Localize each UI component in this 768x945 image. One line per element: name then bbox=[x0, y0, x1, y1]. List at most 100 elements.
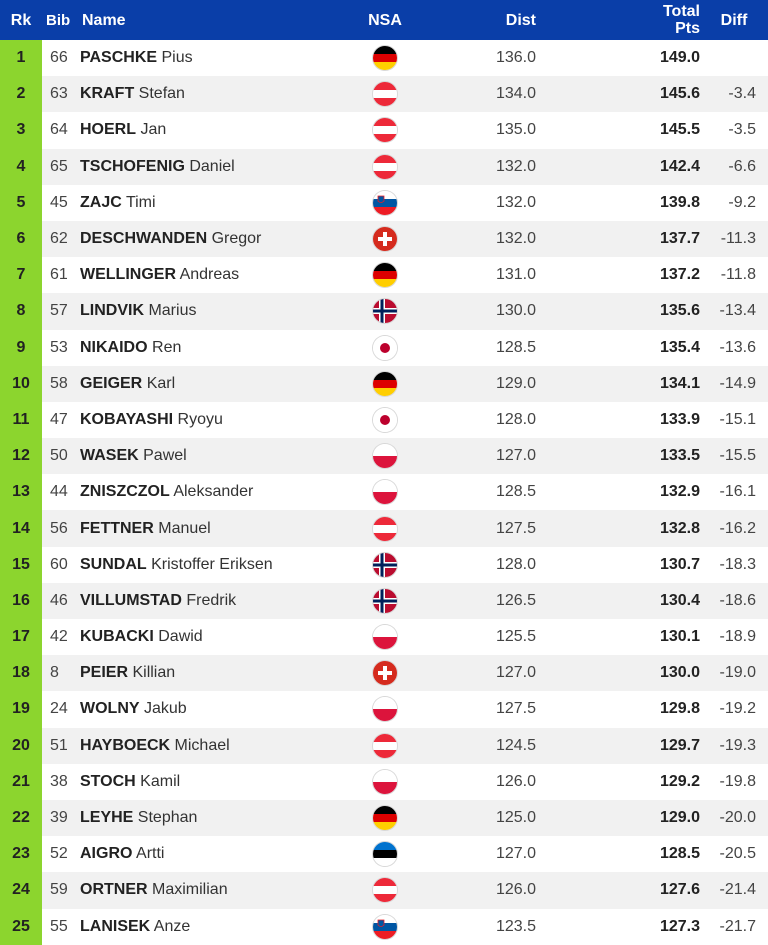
athlete-name-cell[interactable]: WOLNY Jakub bbox=[80, 691, 346, 728]
nsa-cell bbox=[346, 836, 424, 873]
rank-cell: 11 bbox=[0, 401, 42, 439]
athlete-name-cell[interactable]: PASCHKE Pius bbox=[80, 40, 346, 77]
athlete-name-cell[interactable]: FETTNER Manuel bbox=[80, 510, 346, 547]
athlete-name-cell[interactable]: TSCHOFENIG Daniel bbox=[80, 148, 346, 185]
athlete-name-cell[interactable]: STOCH Kamil bbox=[80, 763, 346, 800]
austria-flag-icon bbox=[373, 733, 397, 758]
athlete-name-cell[interactable]: LANISEK Anze bbox=[80, 908, 346, 945]
table-row[interactable]: 24 59 ORTNER Maximilian 126.0 127.6 -21.4 bbox=[0, 872, 768, 909]
athlete-first-name: Pawel bbox=[143, 447, 187, 465]
germany-flag-icon bbox=[373, 806, 397, 831]
athlete-last-name: HAYBOECK bbox=[80, 736, 171, 754]
table-row[interactable]: 10 58 GEIGER Karl 129.0 134.1 -14.9 bbox=[0, 365, 768, 402]
athlete-name-cell[interactable]: LINDVIK Marius bbox=[80, 293, 346, 330]
athlete-name-cell[interactable]: ZAJC Timi bbox=[80, 184, 346, 221]
athlete-name-cell[interactable]: WASEK Pawel bbox=[80, 438, 346, 475]
table-row[interactable]: 18 8 PEIER Killian 127.0 130.0 -19.0 bbox=[0, 655, 768, 692]
distance-cell: 127.0 bbox=[424, 655, 536, 692]
table-row[interactable]: 4 65 TSCHOFENIG Daniel 132.0 142.4 -6.6 bbox=[0, 148, 768, 185]
header-distance[interactable]: Dist bbox=[505, 11, 536, 29]
athlete-name-cell[interactable]: AIGRO Artti bbox=[80, 836, 346, 873]
athlete-first-name: Anze bbox=[153, 917, 191, 935]
athlete-name-cell[interactable]: VILLUMSTAD Fredrik bbox=[80, 582, 346, 619]
table-row[interactable]: 22 39 LEYHE Stephan 125.0 129.0 -20.0 bbox=[0, 799, 768, 837]
table-row[interactable]: 20 51 HAYBOECK Michael 124.5 129.7 -19.3 bbox=[0, 727, 768, 764]
athlete-first-name: Kristoffer Eriksen bbox=[151, 555, 273, 573]
athlete-first-name: Killian bbox=[132, 664, 176, 682]
total-points-cell: 135.6 bbox=[536, 293, 700, 330]
header-total-line2: Pts bbox=[675, 20, 700, 37]
table-row[interactable]: 14 56 FETTNER Manuel 127.5 132.8 -16.2 bbox=[0, 510, 768, 547]
table-row[interactable]: 1 66 PASCHKE Pius 136.0 149.0 bbox=[0, 40, 768, 77]
table-row[interactable]: 15 60 SUNDAL Kristoffer Eriksen 128.0 130.7-… bbox=[0, 546, 768, 583]
athlete-name-cell[interactable]: ORTNER Maximilian bbox=[80, 872, 346, 909]
athlete-name-cell[interactable]: PEIER Killian bbox=[80, 655, 346, 692]
rank-cell: 9 bbox=[0, 329, 42, 366]
distance-cell: 131.0 bbox=[424, 257, 536, 294]
table-row[interactable]: 9 53 NIKAIDO Ren 128.5 135.4 -13.6 bbox=[0, 329, 768, 366]
table-row[interactable]: 13 44 ZNISZCZOL Aleksander 128.5 132.9 -16.1 bbox=[0, 474, 768, 511]
athlete-name-cell[interactable]: HAYBOECK Michael bbox=[80, 727, 346, 764]
nsa-cell bbox=[346, 293, 424, 330]
header-rank[interactable]: Rk bbox=[10, 11, 32, 29]
table-row[interactable]: 3 64 HOERL Jan 135.0 145.5 -3.5 bbox=[0, 112, 768, 149]
table-row[interactable]: 12 50 WASEK Pawel 127.0 133.5 -15.5 bbox=[0, 438, 768, 475]
table-row[interactable]: 7 61 WELLINGER Andreas 131.0 137.2 -11.8 bbox=[0, 257, 768, 294]
rank-cell: 20 bbox=[0, 727, 42, 764]
athlete-name-cell[interactable]: KUBACKI Dawid bbox=[80, 619, 346, 656]
nsa-cell bbox=[346, 546, 424, 583]
bib-cell: 62 bbox=[42, 220, 80, 258]
total-points-cell: 129.7 bbox=[536, 727, 700, 764]
header-diff[interactable]: Diff bbox=[720, 11, 748, 29]
table-row[interactable]: 2 63 KRAFT Stefan 134.0 145.6 -3.4 bbox=[0, 76, 768, 113]
table-row[interactable]: 17 42 KUBACKI Dawid 125.5 130.1 -18.9 bbox=[0, 619, 768, 656]
athlete-name-cell[interactable]: ZNISZCZOL Aleksander bbox=[80, 474, 346, 511]
athlete-name-cell[interactable]: NIKAIDO Ren bbox=[80, 329, 346, 366]
athlete-name-cell[interactable]: SUNDAL Kristoffer Eriksen bbox=[80, 546, 346, 583]
athlete-first-name: Pius bbox=[161, 49, 193, 67]
total-points-cell: 130.1 bbox=[536, 619, 700, 656]
rank-cell: 21 bbox=[0, 763, 42, 800]
athlete-name-cell[interactable]: LEYHE Stephan bbox=[80, 799, 346, 837]
bib-cell: 61 bbox=[42, 257, 80, 294]
athlete-first-name: Michael bbox=[174, 736, 230, 754]
athlete-last-name: HOERL bbox=[80, 121, 136, 139]
table-row[interactable]: 16 46 VILLUMSTAD Fredrik 126.5 130.4 -18.6 bbox=[0, 582, 768, 619]
total-points-cell: 135.4 bbox=[536, 329, 700, 366]
table-row[interactable]: 6 62 DESCHWANDEN Gregor 132.0 137.7 -11.3 bbox=[0, 220, 768, 258]
total-points-cell: 129.8 bbox=[536, 691, 700, 728]
table-row[interactable]: 23 52 AIGRO Artti 127.0 128.5 -20.5 bbox=[0, 836, 768, 873]
header-bib[interactable]: Bib bbox=[46, 11, 71, 29]
diff-cell: -3.4 bbox=[700, 76, 768, 113]
table-row[interactable]: 21 38 STOCH Kamil 126.0 129.2 -19.8 bbox=[0, 763, 768, 800]
table-row[interactable]: 19 24 WOLNY Jakub 127.5 129.8 -19.2 bbox=[0, 691, 768, 728]
table-row[interactable]: 11 47 KOBAYASHI Ryoyu 128.0 133.9 -15.1 bbox=[0, 401, 768, 439]
slovenia-flag-icon bbox=[373, 190, 397, 215]
athlete-last-name: ORTNER bbox=[80, 881, 148, 899]
diff-cell: -14.9 bbox=[700, 365, 768, 402]
nsa-cell bbox=[346, 655, 424, 692]
athlete-name-cell[interactable]: HOERL Jan bbox=[80, 112, 346, 149]
total-points-cell: 129.0 bbox=[536, 799, 700, 837]
table-row[interactable]: 25 55 LANISEK Anze 123.5 127.3 -21.7 bbox=[0, 908, 768, 945]
athlete-name-cell[interactable]: DESCHWANDEN Gregor bbox=[80, 220, 346, 258]
total-points-cell: 137.2 bbox=[536, 257, 700, 294]
distance-cell: 132.0 bbox=[424, 184, 536, 221]
header-total-points[interactable]: Total Pts bbox=[536, 0, 700, 40]
athlete-name-cell[interactable]: KOBAYASHI Ryoyu bbox=[80, 401, 346, 439]
athlete-first-name: Manuel bbox=[158, 519, 211, 537]
distance-cell: 127.0 bbox=[424, 438, 536, 475]
athlete-name-cell[interactable]: KRAFT Stefan bbox=[80, 76, 346, 113]
nsa-cell bbox=[346, 329, 424, 366]
table-row[interactable]: 8 57 LINDVIK Marius 130.0 135.6 -13.4 bbox=[0, 293, 768, 330]
diff-cell: -21.4 bbox=[700, 872, 768, 909]
athlete-name-cell[interactable]: WELLINGER Andreas bbox=[80, 257, 346, 294]
header-nsa[interactable]: NSA bbox=[368, 11, 402, 29]
total-points-cell: 134.1 bbox=[536, 365, 700, 402]
table-row[interactable]: 5 45 ZAJC Timi 132.0 139.8 -9.2 bbox=[0, 184, 768, 221]
rank-cell: 10 bbox=[0, 365, 42, 402]
total-points-cell: 133.5 bbox=[536, 438, 700, 475]
athlete-last-name: ZAJC bbox=[80, 193, 122, 211]
header-name[interactable]: Name bbox=[82, 11, 126, 29]
athlete-name-cell[interactable]: GEIGER Karl bbox=[80, 365, 346, 402]
